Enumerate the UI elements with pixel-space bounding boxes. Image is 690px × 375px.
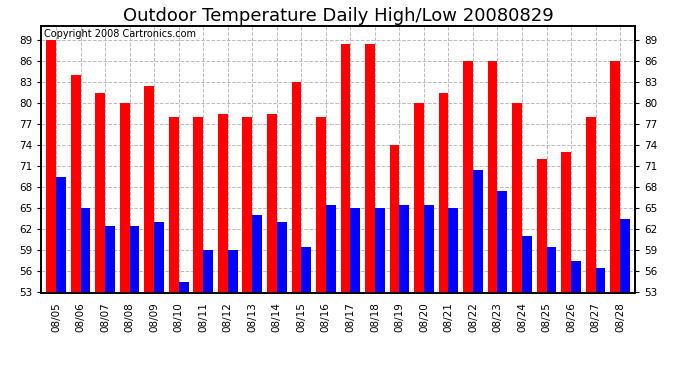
Bar <box>253 215 262 375</box>
Bar <box>130 226 139 375</box>
Bar <box>351 209 360 375</box>
Bar <box>488 61 497 375</box>
Bar <box>193 117 204 375</box>
Bar <box>179 282 188 375</box>
Bar <box>390 146 400 375</box>
Bar <box>218 114 228 375</box>
Bar <box>81 209 90 375</box>
Title: Outdoor Temperature Daily High/Low 20080829: Outdoor Temperature Daily High/Low 20080… <box>123 7 553 25</box>
Bar <box>620 219 630 375</box>
Bar <box>144 86 154 375</box>
Bar <box>439 93 449 375</box>
Bar <box>424 205 434 375</box>
Bar <box>204 251 213 375</box>
Bar <box>326 205 335 375</box>
Bar <box>610 61 620 375</box>
Bar <box>414 104 424 375</box>
Bar <box>267 114 277 375</box>
Bar <box>316 117 326 375</box>
Bar <box>302 247 311 375</box>
Bar <box>120 104 130 375</box>
Bar <box>291 82 302 375</box>
Bar <box>537 159 546 375</box>
Bar <box>571 261 581 375</box>
Bar <box>105 226 115 375</box>
Bar <box>512 104 522 375</box>
Bar <box>341 44 351 375</box>
Bar <box>595 268 605 375</box>
Bar <box>365 44 375 375</box>
Bar <box>242 117 253 375</box>
Bar <box>56 177 66 375</box>
Bar <box>497 191 507 375</box>
Bar <box>71 75 81 375</box>
Bar <box>473 170 483 375</box>
Bar <box>546 247 556 375</box>
Bar <box>463 61 473 375</box>
Bar <box>95 93 105 375</box>
Bar <box>586 117 595 375</box>
Bar <box>400 205 409 375</box>
Bar <box>169 117 179 375</box>
Text: Copyright 2008 Cartronics.com: Copyright 2008 Cartronics.com <box>44 29 197 39</box>
Bar <box>154 222 164 375</box>
Bar <box>228 251 237 375</box>
Bar <box>46 40 56 375</box>
Bar <box>561 152 571 375</box>
Bar <box>277 222 286 375</box>
Bar <box>375 209 385 375</box>
Bar <box>448 209 458 375</box>
Bar <box>522 237 532 375</box>
